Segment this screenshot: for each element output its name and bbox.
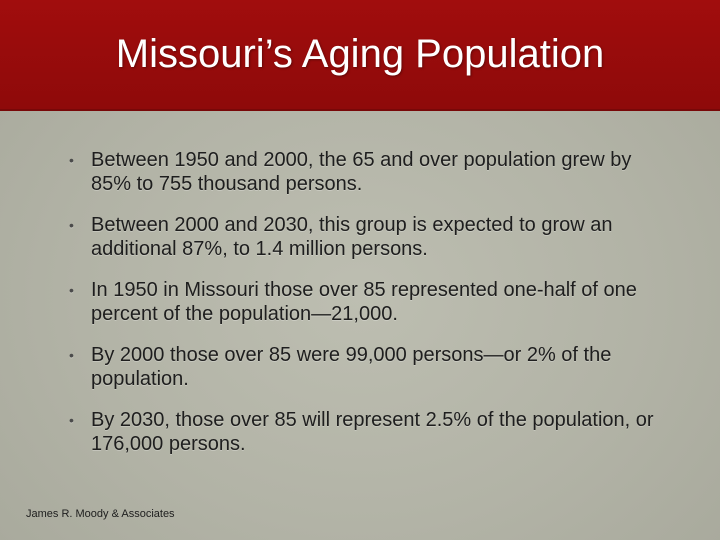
bullet-text: In 1950 in Missouri those over 85 repres…	[91, 279, 637, 325]
bullet-icon: •	[69, 217, 74, 233]
bullet-text: By 2000 those over 85 were 99,000 person…	[91, 344, 612, 390]
bullet-item: • In 1950 in Missouri those over 85 repr…	[66, 278, 666, 326]
bullet-icon: •	[69, 412, 74, 428]
bullet-item: • By 2030, those over 85 will represent …	[66, 408, 666, 456]
bullet-text: By 2030, those over 85 will represent 2.…	[91, 409, 654, 455]
bullet-icon: •	[69, 152, 74, 168]
bullet-icon: •	[69, 347, 74, 363]
bullet-item: • By 2000 those over 85 were 99,000 pers…	[66, 343, 666, 391]
bullet-item: • Between 1950 and 2000, the 65 and over…	[66, 148, 666, 196]
footer-credit: James R. Moody & Associates	[26, 508, 175, 520]
bullet-icon: •	[69, 282, 74, 298]
bullet-item: • Between 2000 and 2030, this group is e…	[66, 213, 666, 261]
slide-title: Missouri’s Aging Population	[115, 32, 605, 76]
bullet-list: • Between 1950 and 2000, the 65 and over…	[66, 148, 666, 473]
title-bar: Missouri’s Aging Population	[0, 0, 720, 111]
bullet-text: Between 1950 and 2000, the 65 and over p…	[91, 149, 632, 195]
bullet-text: Between 2000 and 2030, this group is exp…	[91, 214, 613, 260]
